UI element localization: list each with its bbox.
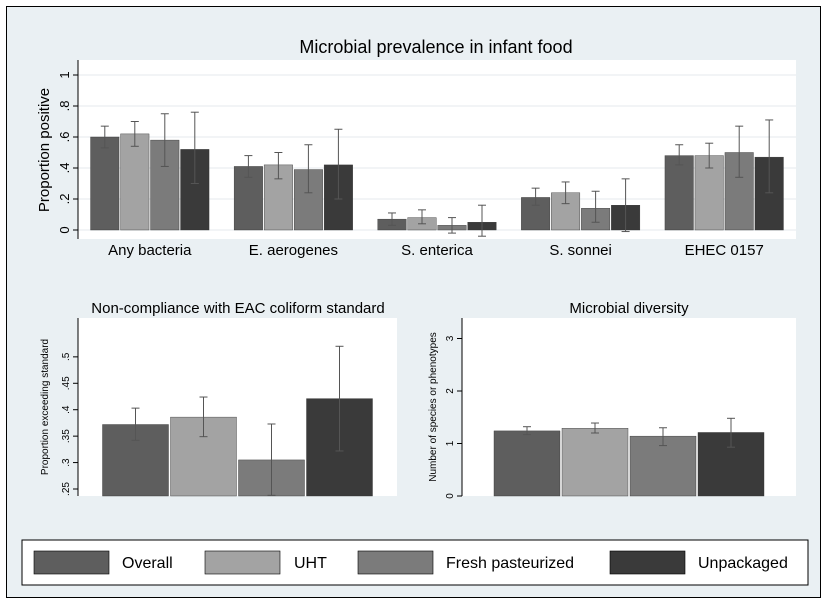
noncompliance-error-bars [131, 345, 344, 496]
prevalence-y-ticks: 0 .2 .4 .6 .8 1 [57, 71, 78, 234]
prevalence-y-tick-label: .4 [57, 163, 72, 174]
x-label-ehec-0157: EHEC 0157 [685, 242, 764, 259]
legend-swatch-fresh-pasteurized [357, 550, 434, 575]
prevalence-y-tick-label: .8 [57, 101, 72, 112]
noncompliance-y-tick-label: .4 [61, 405, 72, 414]
prevalence-title: Microbial prevalence in infant food [299, 37, 572, 57]
diversity-y-tick-label: 3 [445, 335, 456, 341]
legend-label-fresh-pasteurized: Fresh pasteurized [446, 555, 574, 572]
diversity-y-tick-label: 0 [445, 493, 456, 499]
legend: Overall UHT Fresh pasteurized Unpackaged [21, 539, 809, 586]
noncompliance-y-tick-label: .25 [61, 482, 72, 496]
prevalence-y-label: Proportion positive [36, 88, 53, 212]
x-label-s-sonnei: S. sonnei [549, 242, 612, 259]
x-label-any-bacteria: Any bacteria [108, 242, 192, 259]
bar-any-bacteria-overall [90, 136, 120, 231]
noncompliance-y-tick-label: .3 [61, 458, 72, 467]
diversity-bar-fresh-pasteurized [629, 435, 697, 497]
noncompliance-y-ticks: .25 .3 .35 .4 .45 .5 [61, 352, 78, 496]
diversity-bar-uht [561, 428, 629, 497]
prevalence-y-tick-label: 0 [57, 226, 72, 233]
legend-label-overall: Overall [122, 555, 173, 572]
prevalence-x-labels: Any bacteria E. aerogenes S. enterica S. so… [108, 242, 764, 259]
noncompliance-y-tick-label: .35 [61, 429, 72, 443]
bar-ehec-0157-overall [664, 155, 694, 231]
diversity-bar-overall [493, 430, 561, 497]
legend-swatch-unpackaged [609, 550, 686, 575]
noncompliance-y-tick-label: .45 [61, 376, 72, 390]
noncompliance-y-label: Proportion exceeding standard [40, 339, 51, 475]
legend-label-uht: UHT [294, 555, 327, 572]
legend-swatch-uht [204, 550, 281, 575]
x-label-s-enterica: S. enterica [401, 242, 473, 259]
prevalence-error-bars [100, 111, 774, 237]
diversity-chart: 0 1 2 3 Microbial diversity Number of speci… [428, 300, 796, 499]
diversity-y-tick-label: 1 [445, 440, 456, 446]
noncompliance-y-tick-label: .5 [61, 352, 72, 361]
x-label-e-aerogenes: E. aerogenes [249, 242, 338, 259]
legend-swatch-overall [33, 550, 110, 575]
legend-label-unpackaged: Unpackaged [698, 555, 788, 572]
diversity-title: Microbial diversity [569, 300, 689, 317]
noncompliance-bars [102, 398, 373, 497]
diversity-error-bars [523, 417, 735, 448]
bar-any-bacteria-uht [120, 133, 150, 231]
prevalence-y-tick-label: .2 [57, 194, 72, 205]
prevalence-y-tick-label: 1 [57, 71, 72, 78]
diversity-bars [493, 428, 765, 497]
prevalence-y-tick-label: .6 [57, 132, 72, 143]
noncompliance-title: Non-compliance with EAC coliform standar… [91, 300, 384, 317]
diversity-y-ticks: 0 1 2 3 [445, 335, 462, 499]
diversity-y-tick-label: 2 [445, 388, 456, 394]
diversity-y-label: Number of species or phenotypes [428, 332, 439, 482]
prevalence-chart: 0 .2 .4 .6 .8 1 Any bacteria E. aerogenes S. en… [36, 37, 796, 259]
noncompliance-chart: .25 .3 .35 .4 .45 .5 Non-compliance with EAC … [40, 300, 397, 497]
